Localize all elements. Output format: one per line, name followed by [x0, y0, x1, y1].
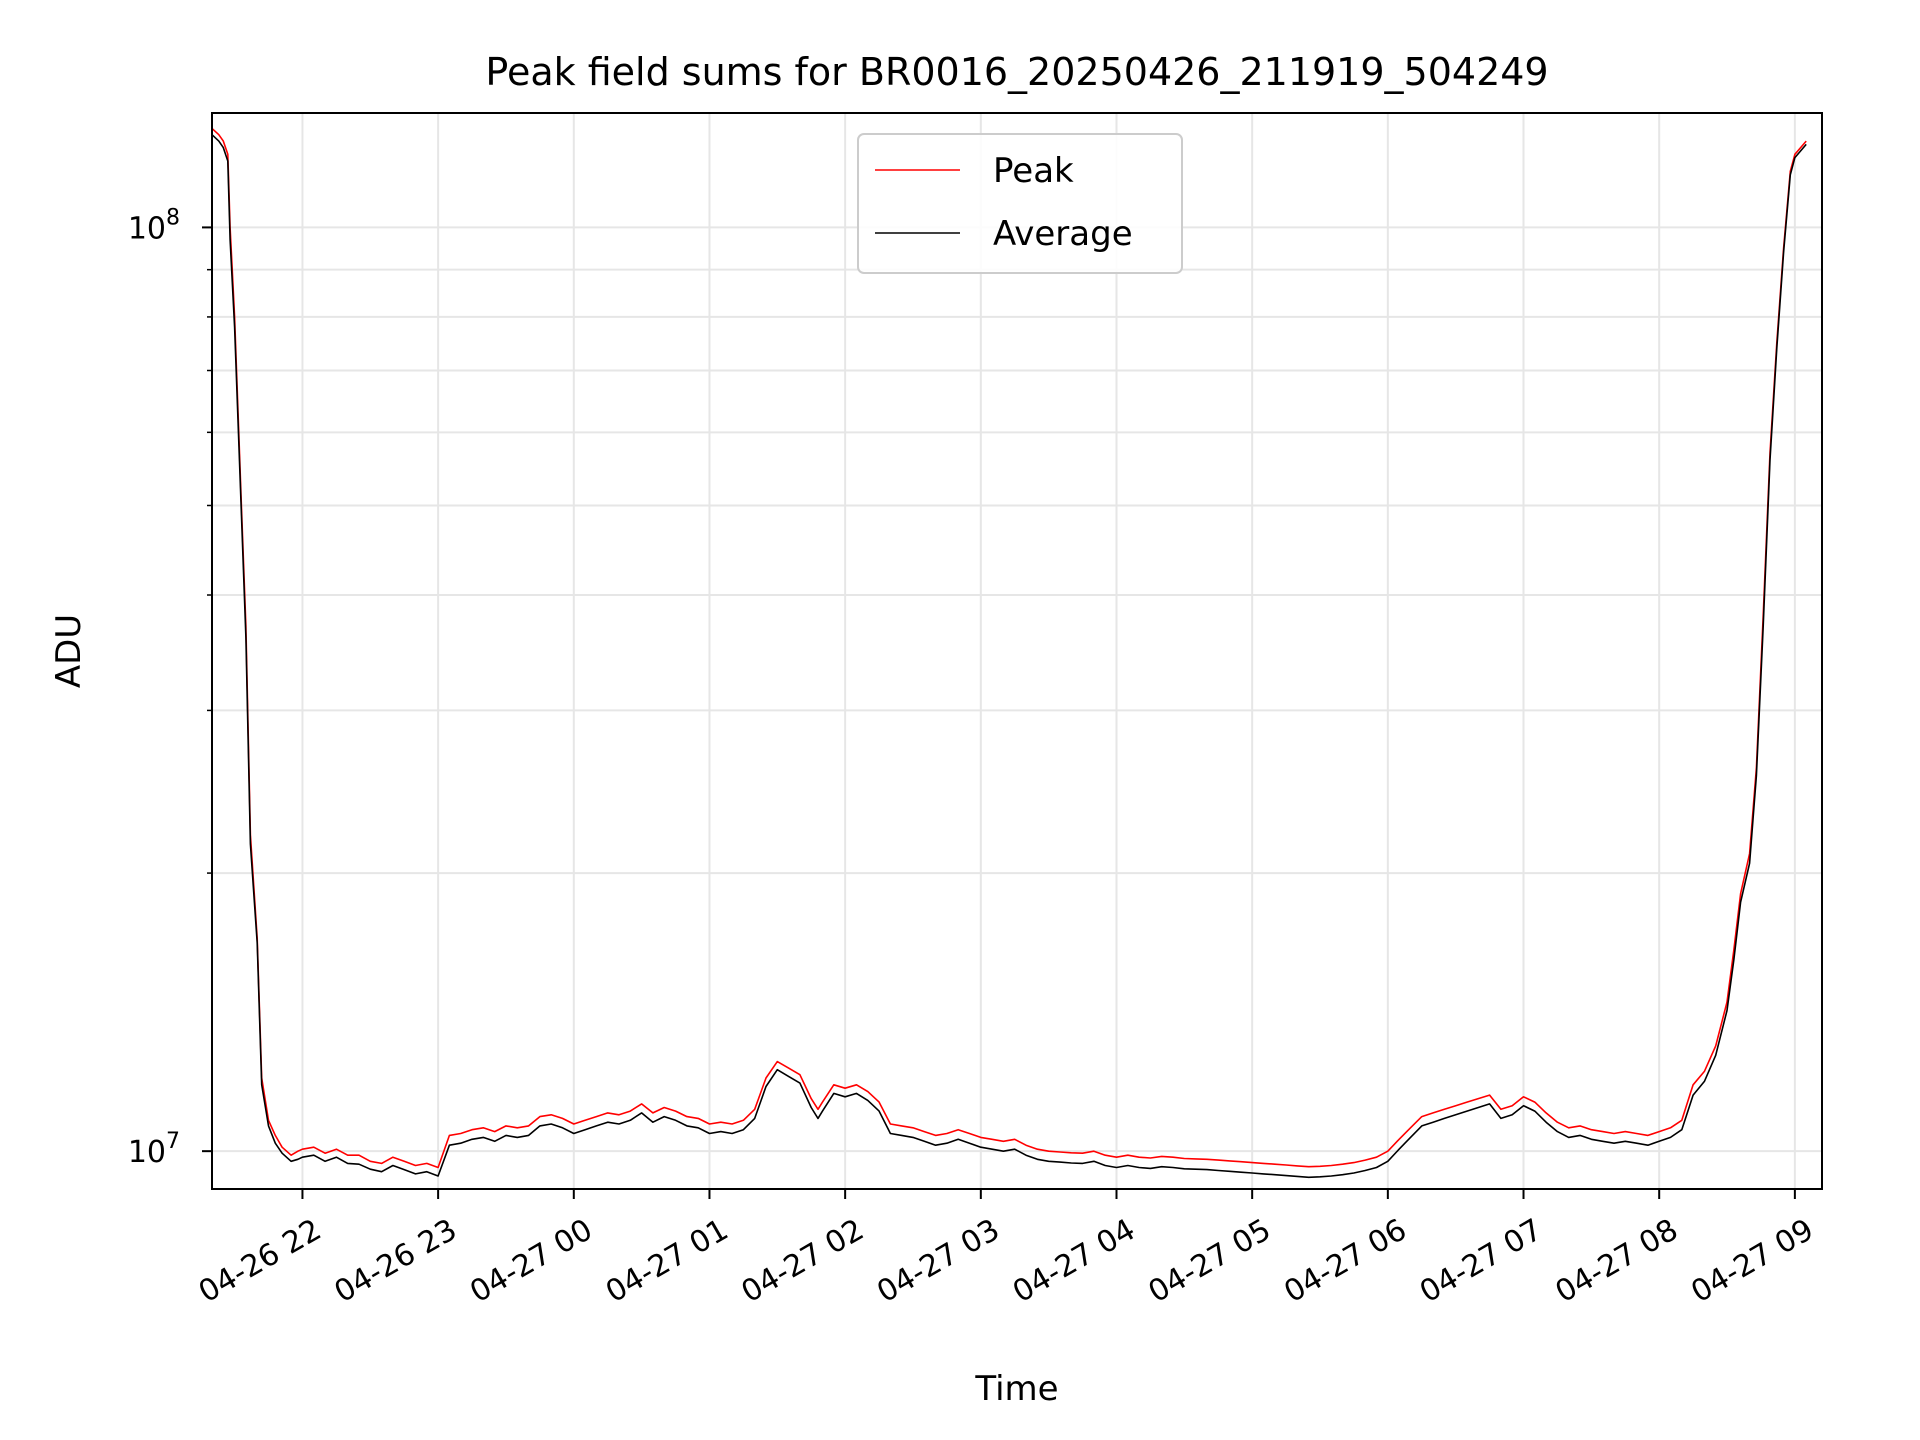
- series-layer: [211, 127, 1807, 1179]
- legend-label-average: Average: [993, 214, 1133, 254]
- plot-frame: [211, 112, 1823, 1190]
- legend-label-peak: Peak: [993, 151, 1074, 191]
- series-line-average: [211, 134, 1807, 1179]
- legend: Peak Average: [857, 133, 1183, 274]
- chart-title: Peak field sums for BR0016_20250426_2119…: [485, 50, 1548, 94]
- y-tick-label: 107: [128, 1129, 180, 1170]
- y-axis-ticks: 107 108: [128, 205, 212, 1170]
- legend-box: [857, 133, 1183, 274]
- y-tick-label: 108: [128, 205, 180, 246]
- y-axis-label: ADU: [49, 614, 89, 688]
- series-line-peak: [211, 127, 1807, 1169]
- x-axis-label: Time: [974, 1369, 1058, 1409]
